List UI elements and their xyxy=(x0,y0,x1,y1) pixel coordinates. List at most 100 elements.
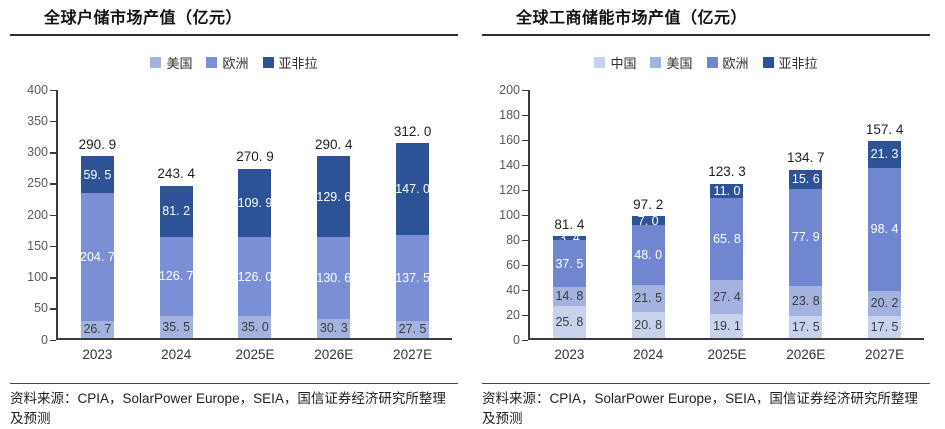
y-tick-mark xyxy=(522,189,528,191)
segment-usa: 21. 5 xyxy=(631,285,665,312)
y-tick-label: 160 xyxy=(499,132,520,147)
y-tick-label: 140 xyxy=(499,157,520,172)
legend-item-usa: 美国 xyxy=(150,53,192,72)
y-tick-mark xyxy=(522,89,528,91)
y-tick-mark xyxy=(50,89,56,91)
title-divider xyxy=(10,34,458,36)
segment-europe: 137. 5 xyxy=(395,234,430,321)
legend-swatch-usa xyxy=(150,56,162,68)
x-axis-label: 2025E xyxy=(707,347,747,362)
bar-2027E: 157. 4 21. 3 98. 4 20. 2 17. 5 2027E xyxy=(865,90,904,362)
segment-usa: 14. 8 xyxy=(552,287,586,306)
y-tick-label: 60 xyxy=(506,257,520,272)
y-tick-label: 50 xyxy=(34,301,48,316)
plot-area: 290. 9 59. 5 204. 7 26. 7 2023 243. 4 81. 2 126… xyxy=(56,90,452,362)
segment-usa: 30. 3 xyxy=(317,319,351,338)
segment-usa: 27. 5 xyxy=(396,320,430,338)
bar-2023: 81. 4 3. 4 37. 5 14. 8 25. 8 2023 xyxy=(552,90,586,362)
y-tick-mark xyxy=(522,339,528,341)
y-tick-label: 180 xyxy=(499,107,520,122)
segment-europe: 65. 8 xyxy=(710,197,744,280)
y-tick-label: 40 xyxy=(506,282,520,297)
source-note: 资料来源：CPIA，SolarPower Europe，SEIA，国信证券经济研… xyxy=(10,391,446,427)
chart-title: 全球工商储能市场产值（亿元） xyxy=(516,10,748,27)
legend-label: 中国 xyxy=(610,55,637,71)
bar-total-label: 157. 4 xyxy=(865,121,904,137)
legend-swatch-europe xyxy=(206,56,218,68)
segment-asia-africa-latam: 109. 9 xyxy=(238,168,272,238)
segment-asia-africa-latam: 81. 2 xyxy=(159,185,193,237)
y-tick-mark xyxy=(50,152,56,154)
legend-label: 欧洲 xyxy=(222,55,249,71)
y-tick-mark xyxy=(50,245,56,248)
bar-total-label: 290. 9 xyxy=(78,136,117,152)
y-tick-label: 200 xyxy=(499,82,520,97)
y-tick-label: 400 xyxy=(27,82,48,97)
x-axis-label: 2023 xyxy=(554,347,585,362)
legend-item-europe: 欧洲 xyxy=(706,53,749,72)
legend-label: 欧洲 xyxy=(722,55,749,71)
segment-asia-africa-latam: 129. 6 xyxy=(316,156,351,238)
legend-label: 美国 xyxy=(666,55,693,71)
y-tick-mark xyxy=(522,314,528,316)
y-tick-label: 100 xyxy=(499,207,520,222)
y-tick-mark xyxy=(522,139,528,141)
segment-europe: 126. 7 xyxy=(159,236,194,316)
plot-area: 81. 4 3. 4 37. 5 14. 8 25. 8 2023 97. 2 7. 0 48.… xyxy=(528,90,924,362)
segment-usa: 27. 4 xyxy=(710,279,744,315)
legend-item-china: 中国 xyxy=(594,53,636,72)
legend-label: 亚非拉 xyxy=(278,55,318,71)
segment-asia-africa-latam: 21. 3 xyxy=(868,141,902,168)
y-tick-label: 100 xyxy=(27,270,48,284)
bar-2026E: 134. 7 15. 6 77. 9 23. 8 17. 5 2026E xyxy=(786,90,825,362)
y-tick-label: 250 xyxy=(27,176,48,191)
y-tick-label: 20 xyxy=(506,307,520,322)
segment-china: 17. 5 xyxy=(868,316,902,338)
y-tick-mark xyxy=(522,114,528,116)
legend-swatch-asia-africa-latam xyxy=(762,56,774,68)
x-axis-label: 2023 xyxy=(82,347,113,362)
legend-swatch-europe xyxy=(706,56,718,68)
x-axis-label: 2024 xyxy=(633,347,664,362)
bar-2027E: 312. 0 147. 0 137. 5 27. 5 2027E xyxy=(393,90,432,362)
bar-2023: 290. 9 59. 5 204. 7 26. 7 2023 xyxy=(78,90,117,362)
segment-asia-africa-latam: 59. 5 xyxy=(80,156,114,194)
segment-asia-africa-latam: 7. 0 xyxy=(631,214,665,227)
segment-china: 17. 5 xyxy=(789,316,823,338)
y-tick-mark xyxy=(50,308,56,310)
x-axis-label: 2026E xyxy=(314,347,354,362)
y-tick-mark xyxy=(50,339,56,341)
y-tick-label: 300 xyxy=(27,145,48,159)
y-tick-label: 120 xyxy=(499,182,520,197)
segment-europe: 48. 0 xyxy=(631,225,665,286)
legend-label: 美国 xyxy=(166,55,193,71)
segment-usa: 35. 5 xyxy=(159,315,193,338)
y-tick-mark xyxy=(522,239,528,241)
segment-usa: 23. 8 xyxy=(789,286,823,317)
segment-asia-africa-latam: 15. 6 xyxy=(789,169,823,189)
x-axis-label: 2024 xyxy=(161,347,192,362)
bar-total-label: 97. 2 xyxy=(633,196,664,212)
segment-europe: 126. 0 xyxy=(238,237,272,317)
segment-usa: 26. 7 xyxy=(80,321,114,338)
segment-asia-africa-latam: 147. 0 xyxy=(395,143,430,235)
chart-title: 全球户储市场产值（亿元） xyxy=(44,10,243,27)
segment-china: 19. 1 xyxy=(710,314,744,338)
bar-total-label: 123. 3 xyxy=(708,164,746,180)
y-tick-label: 200 xyxy=(27,207,48,222)
bar-total-label: 243. 4 xyxy=(157,166,195,182)
y-tick-mark xyxy=(522,164,528,166)
x-axis-label: 2025E xyxy=(235,347,275,362)
y-tick-label: 0 xyxy=(513,332,520,347)
y-tick-label: 80 xyxy=(506,232,520,247)
segment-asia-africa-latam: 11. 0 xyxy=(710,183,744,198)
bar-total-label: 81. 4 xyxy=(554,216,585,232)
segment-usa: 20. 2 xyxy=(868,290,902,317)
segment-china: 25. 8 xyxy=(552,305,586,338)
y-tick-label: 350 xyxy=(27,113,48,128)
bar-2024: 243. 4 81. 2 126. 7 35. 5 2024 xyxy=(157,90,195,362)
bar-2024: 97. 2 7. 0 48. 0 21. 5 20. 8 2024 xyxy=(631,90,665,362)
bar-total-label: 134. 7 xyxy=(787,150,825,165)
legend-item-europe: 欧洲 xyxy=(206,53,249,72)
